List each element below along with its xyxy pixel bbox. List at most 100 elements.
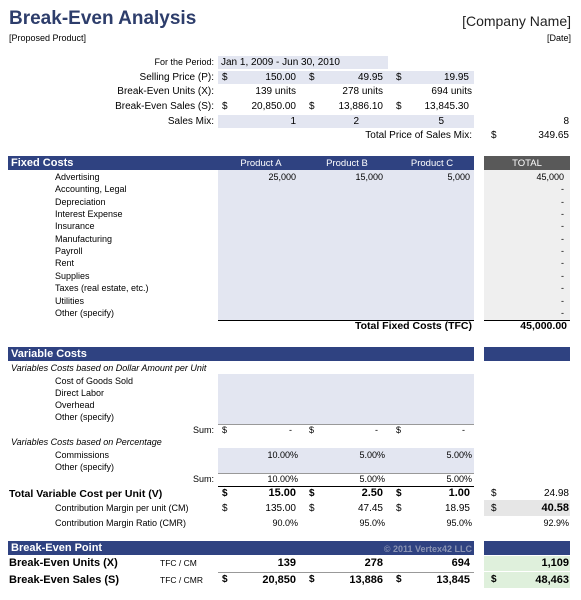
break-even-total-band xyxy=(484,541,570,555)
total-price-label: Total Price of Sales Mix: xyxy=(365,130,472,141)
variable-total-band xyxy=(484,347,570,361)
currency-symbol: $ xyxy=(222,101,228,112)
fixed-item-total: - xyxy=(561,283,564,293)
sum-pct-b: 5.00% xyxy=(359,474,385,484)
fixed-item-total: - xyxy=(561,296,564,306)
product-subtitle: [Proposed Product] xyxy=(9,33,87,43)
currency-symbol: $ xyxy=(222,425,228,435)
fixed-item-c[interactable]: 5,000 xyxy=(447,172,470,182)
company-name: [Company Name] xyxy=(462,13,571,29)
sum-label: Sum: xyxy=(192,425,214,435)
fixed-item-label: Depreciation xyxy=(55,197,106,207)
break-even-title: Break-Even Point xyxy=(11,542,103,554)
cm-total: 40.58 xyxy=(541,502,569,514)
sum-dollar-a: - xyxy=(289,425,292,435)
sales-label: Break-Even Sales (S): xyxy=(115,101,214,112)
variable-costs-title: Variable Costs xyxy=(11,348,87,360)
sum-pct-a: 10.00% xyxy=(267,474,298,484)
commissions-b[interactable]: 5.00% xyxy=(359,450,385,460)
currency-symbol: $ xyxy=(309,503,315,514)
bep-units-b: 278 xyxy=(364,557,383,569)
divider xyxy=(218,424,474,425)
divider xyxy=(484,320,570,321)
pct-heading: Variables Costs based on Percentage xyxy=(11,437,162,447)
units-c: 694 units xyxy=(431,86,472,97)
mix-c[interactable]: 5 xyxy=(438,116,444,127)
sales-b: 13,886.10 xyxy=(338,101,384,112)
currency-symbol: $ xyxy=(491,488,497,499)
currency-symbol: $ xyxy=(309,425,315,435)
fixed-item-total: - xyxy=(561,209,564,219)
fixed-costs-header xyxy=(8,156,474,170)
fixed-total-column xyxy=(484,170,570,320)
tfc-value: 45,000.00 xyxy=(520,320,567,332)
mix-input-cells[interactable] xyxy=(218,115,474,128)
price-b[interactable]: 49.95 xyxy=(357,72,383,83)
pct-input-area[interactable] xyxy=(218,448,474,473)
fixed-item-label: Insurance xyxy=(55,221,95,231)
currency-symbol: $ xyxy=(309,101,315,112)
currency-symbol: $ xyxy=(491,574,497,585)
direct-labor-label: Direct Labor xyxy=(55,388,105,398)
commissions-a[interactable]: 10.00% xyxy=(267,450,298,460)
page-title: Break-Even Analysis xyxy=(9,8,197,29)
tvc-total: 24.98 xyxy=(543,488,569,499)
cm-label: Contribution Margin per unit (CM) xyxy=(55,503,189,513)
fixed-item-label: Utilities xyxy=(55,296,85,306)
bep-sales-total-cell xyxy=(484,572,570,588)
bep-units-total-cell xyxy=(484,556,570,571)
divider xyxy=(218,320,474,321)
price-input-cells[interactable] xyxy=(218,71,474,84)
fixed-item-total: - xyxy=(561,246,564,256)
mix-total: 8 xyxy=(563,116,569,127)
sales-c: 13,845.30 xyxy=(424,101,470,112)
commissions-c[interactable]: 5.00% xyxy=(446,450,472,460)
fixed-item-total: - xyxy=(561,184,564,194)
cm-b: 47.45 xyxy=(357,503,383,514)
period-input-cell[interactable] xyxy=(218,56,388,69)
price-c[interactable]: 19.95 xyxy=(443,72,469,83)
mix-b[interactable]: 2 xyxy=(353,116,359,127)
cmr-b: 95.0% xyxy=(359,518,385,528)
currency-symbol: $ xyxy=(491,130,497,141)
fixed-item-total: - xyxy=(561,271,564,281)
divider xyxy=(218,486,474,487)
currency-symbol: $ xyxy=(396,101,402,112)
col-product-b: Product B xyxy=(326,158,368,169)
fixed-item-total: - xyxy=(561,234,564,244)
fixed-item-label: Taxes (real estate, etc.) xyxy=(55,283,149,293)
period-label: For the Period: xyxy=(154,57,214,67)
tfc-label: Total Fixed Costs (TFC) xyxy=(354,320,472,332)
period-value[interactable]: Jan 1, 2009 - Jun 30, 2010 xyxy=(221,57,340,68)
sales-a: 20,850.00 xyxy=(251,101,297,112)
bep-units-c: 694 xyxy=(451,557,470,569)
price-label: Selling Price (P): xyxy=(139,72,214,83)
commissions-label: Commissions xyxy=(55,450,110,460)
fixed-item-label: Payroll xyxy=(55,246,83,256)
fixed-item-total: - xyxy=(561,258,564,268)
cmr-total: 92.9% xyxy=(543,518,569,528)
units-label: Break-Even Units (X): xyxy=(117,86,214,97)
fixed-item-a[interactable]: 25,000 xyxy=(268,172,296,182)
bep-sales-total: 48,463 xyxy=(535,574,569,586)
mix-a[interactable]: 1 xyxy=(290,116,296,127)
price-a[interactable]: 150.00 xyxy=(265,72,296,83)
bep-sales-a: 20,850 xyxy=(262,574,296,586)
cm-c: 18.95 xyxy=(444,503,470,514)
break-even-header xyxy=(8,541,474,555)
currency-symbol: $ xyxy=(222,72,228,83)
divider xyxy=(218,572,474,573)
tvc-c: 1.00 xyxy=(448,487,470,499)
bep-units-a: 139 xyxy=(277,557,296,569)
fixed-item-label: Advertising xyxy=(55,172,100,182)
dollar-input-area[interactable] xyxy=(218,374,474,424)
tvc-b: 2.50 xyxy=(361,487,383,499)
sum-pct-c: 5.00% xyxy=(446,474,472,484)
fixed-input-area[interactable] xyxy=(218,170,474,320)
date-field: [Date] xyxy=(546,33,571,43)
tvc-a: 15.00 xyxy=(268,487,296,499)
fixed-item-label: Interest Expense xyxy=(55,209,123,219)
fixed-item-b[interactable]: 15,000 xyxy=(355,172,383,182)
currency-symbol: $ xyxy=(222,503,228,514)
fixed-item-total: - xyxy=(561,308,564,318)
